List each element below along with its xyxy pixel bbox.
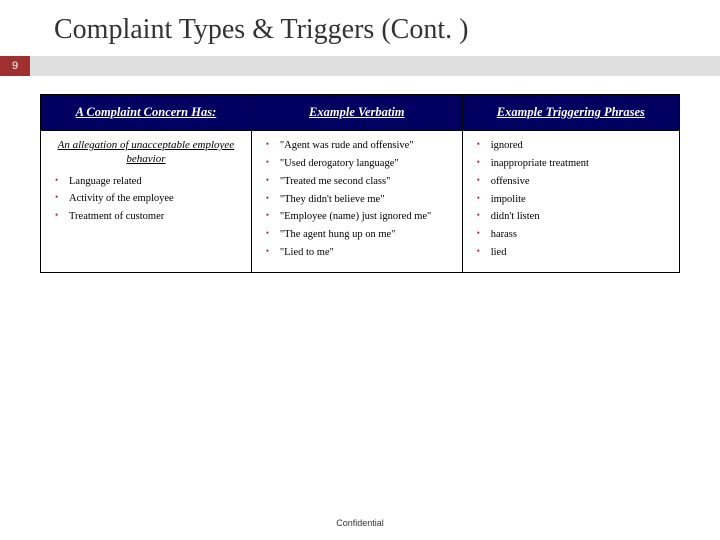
cell-concern: An allegation of unacceptable employee b… bbox=[41, 131, 252, 273]
list-item: "Used derogatory language" bbox=[266, 155, 454, 173]
footer-confidential: Confidential bbox=[0, 518, 720, 528]
cell-triggers: ignored inappropriate treatment offensiv… bbox=[462, 131, 679, 273]
concern-subhead: An allegation of unacceptable employee b… bbox=[49, 137, 243, 173]
list-item: ignored bbox=[477, 137, 671, 155]
content-table: A Complaint Concern Has: Example Verbati… bbox=[40, 94, 680, 273]
list-item: Treatment of customer bbox=[55, 208, 243, 226]
content-table-wrap: A Complaint Concern Has: Example Verbati… bbox=[0, 76, 720, 273]
list-item: "The agent hung up on me" bbox=[266, 226, 454, 244]
list-item: "Employee (name) just ignored me" bbox=[266, 208, 454, 226]
slide-title: Complaint Types & Triggers (Cont. ) bbox=[0, 0, 720, 56]
list-item: offensive bbox=[477, 173, 671, 191]
list-item: impolite bbox=[477, 191, 671, 209]
list-item: inappropriate treatment bbox=[477, 155, 671, 173]
list-item: harass bbox=[477, 226, 671, 244]
column-header-triggers: Example Triggering Phrases bbox=[462, 95, 679, 131]
list-item: lied bbox=[477, 244, 671, 262]
column-header-verbatim: Example Verbatim bbox=[251, 95, 462, 131]
list-item: "Agent was rude and offensive" bbox=[266, 137, 454, 155]
list-item: "They didn't believe me" bbox=[266, 191, 454, 209]
column-header-concern: A Complaint Concern Has: bbox=[41, 95, 252, 131]
list-item: Activity of the employee bbox=[55, 190, 243, 208]
list-item: Language related bbox=[55, 173, 243, 191]
list-item: "Treated me second class" bbox=[266, 173, 454, 191]
verbatim-list: "Agent was rude and offensive" "Used der… bbox=[260, 137, 454, 262]
slide-number-badge: 9 bbox=[0, 56, 30, 76]
cell-verbatim: "Agent was rude and offensive" "Used der… bbox=[251, 131, 462, 273]
triggers-list: ignored inappropriate treatment offensiv… bbox=[471, 137, 671, 262]
list-item: "Lied to me" bbox=[266, 244, 454, 262]
concern-list: Language related Activity of the employe… bbox=[49, 173, 243, 227]
accent-bar: 9 bbox=[0, 56, 720, 76]
list-item: didn't listen bbox=[477, 208, 671, 226]
